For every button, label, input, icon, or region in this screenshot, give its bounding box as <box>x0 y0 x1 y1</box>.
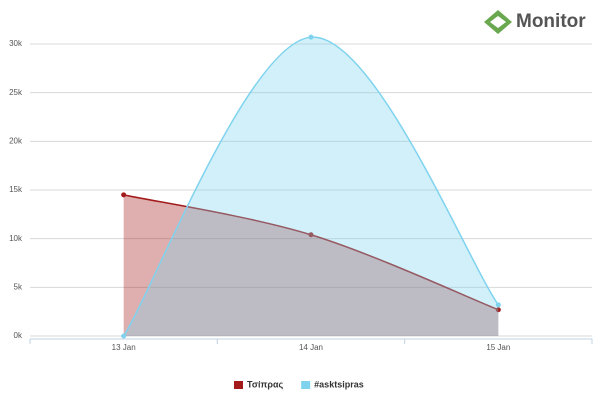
y-tick-label: 10k <box>9 234 23 243</box>
point <box>121 192 127 198</box>
x-tick-label: 14 Jan <box>299 343 323 352</box>
logo-text: Monitor <box>516 11 586 32</box>
logo: Monitor <box>484 10 586 34</box>
point <box>495 302 501 308</box>
y-tick-label: 30k <box>9 39 23 48</box>
point <box>121 333 127 339</box>
x-tick-label: 13 Jan <box>112 343 136 352</box>
legend-label: #asktsipras <box>314 379 364 389</box>
legend: Τσίπρας #asktsipras <box>234 379 364 389</box>
y-tick-label: 0k <box>14 331 23 340</box>
point <box>308 232 314 238</box>
x-tick-label: 15 Jan <box>486 343 510 352</box>
area <box>123 194 499 336</box>
legend-swatch <box>234 381 243 389</box>
y-tick-label: 20k <box>9 136 23 145</box>
y-tick-label: 15k <box>9 185 23 194</box>
point <box>308 34 314 40</box>
y-tick-label: 25k <box>9 88 23 97</box>
y-tick-label: 5k <box>14 282 23 291</box>
logo-icon <box>490 16 506 28</box>
legend-swatch <box>301 381 311 389</box>
legend-label: Τσίπρας <box>247 379 283 389</box>
area <box>123 37 499 336</box>
point <box>495 307 501 313</box>
